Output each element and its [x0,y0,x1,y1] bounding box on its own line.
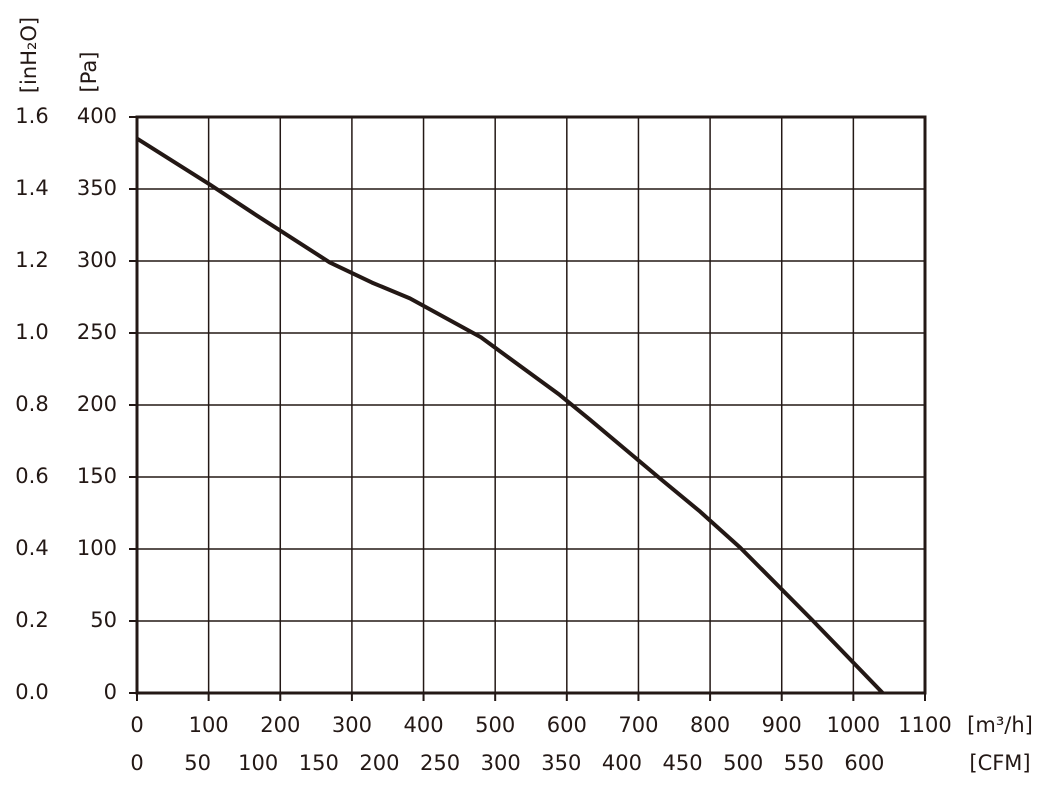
x-tick-label: 300 [332,713,372,737]
y-tick-label: 400 [77,104,117,128]
x2-tick-label: 100 [238,751,278,775]
x2-tick-label: 500 [723,751,763,775]
y-tick-label: 250 [77,320,117,344]
x-axis-label: [m³/h] [967,713,1033,737]
x2-axis-label: [CFM] [969,751,1030,775]
y2-tick-label: 1.0 [15,320,48,344]
x-tick-label: 1000 [827,713,880,737]
x-tick-label: 900 [762,713,802,737]
y-tick-label: 50 [90,608,117,632]
y2-tick-label: 0.6 [15,464,48,488]
x-tick-label: 200 [260,713,300,737]
x2-tick-label: 50 [184,751,211,775]
y-tick-label: 150 [77,464,117,488]
curve [135,136,885,695]
x2-tick-label: 400 [602,751,642,775]
x2-tick-label: 300 [481,751,521,775]
y2-tick-label: 0.4 [15,536,48,560]
y2-tick-label: 0.0 [15,680,48,704]
y2-tick-label: 0.8 [15,392,48,416]
x-tick-label: 600 [547,713,587,737]
x2-tick-label: 550 [784,751,824,775]
x2-tick-label: 150 [299,751,339,775]
y2-tick-label: 1.2 [15,248,48,272]
y-axis-label: [Pa] [77,52,101,93]
plot-frame [135,115,927,695]
y-tick-label: 0 [104,680,117,704]
x2-tick-label: 600 [844,751,884,775]
x2-tick-label: 350 [541,751,581,775]
x-tick-label: 100 [189,713,229,737]
x-tick-label: 1100 [898,713,951,737]
y2-tick-label: 0.2 [15,608,48,632]
y2-tick-label: 1.6 [15,104,48,128]
y-tick-label: 100 [77,536,117,560]
x-tick-label: 800 [690,713,730,737]
y-tick-label: 200 [77,392,117,416]
x-tick-label: 400 [403,713,443,737]
y2-tick-label: 1.4 [15,176,48,200]
x-tick-label: 700 [618,713,658,737]
x-tick-label: 500 [475,713,515,737]
x2-tick-label: 450 [662,751,702,775]
y-tick-label: 350 [77,176,117,200]
y2-axis-label: [inH₂O] [17,17,41,93]
x2-tick-label: 200 [359,751,399,775]
x2-tick-label: 250 [420,751,460,775]
y-tick-label: 300 [77,248,117,272]
x-tick-label: 0 [130,713,143,737]
x2-tick-label: 0 [130,751,143,775]
